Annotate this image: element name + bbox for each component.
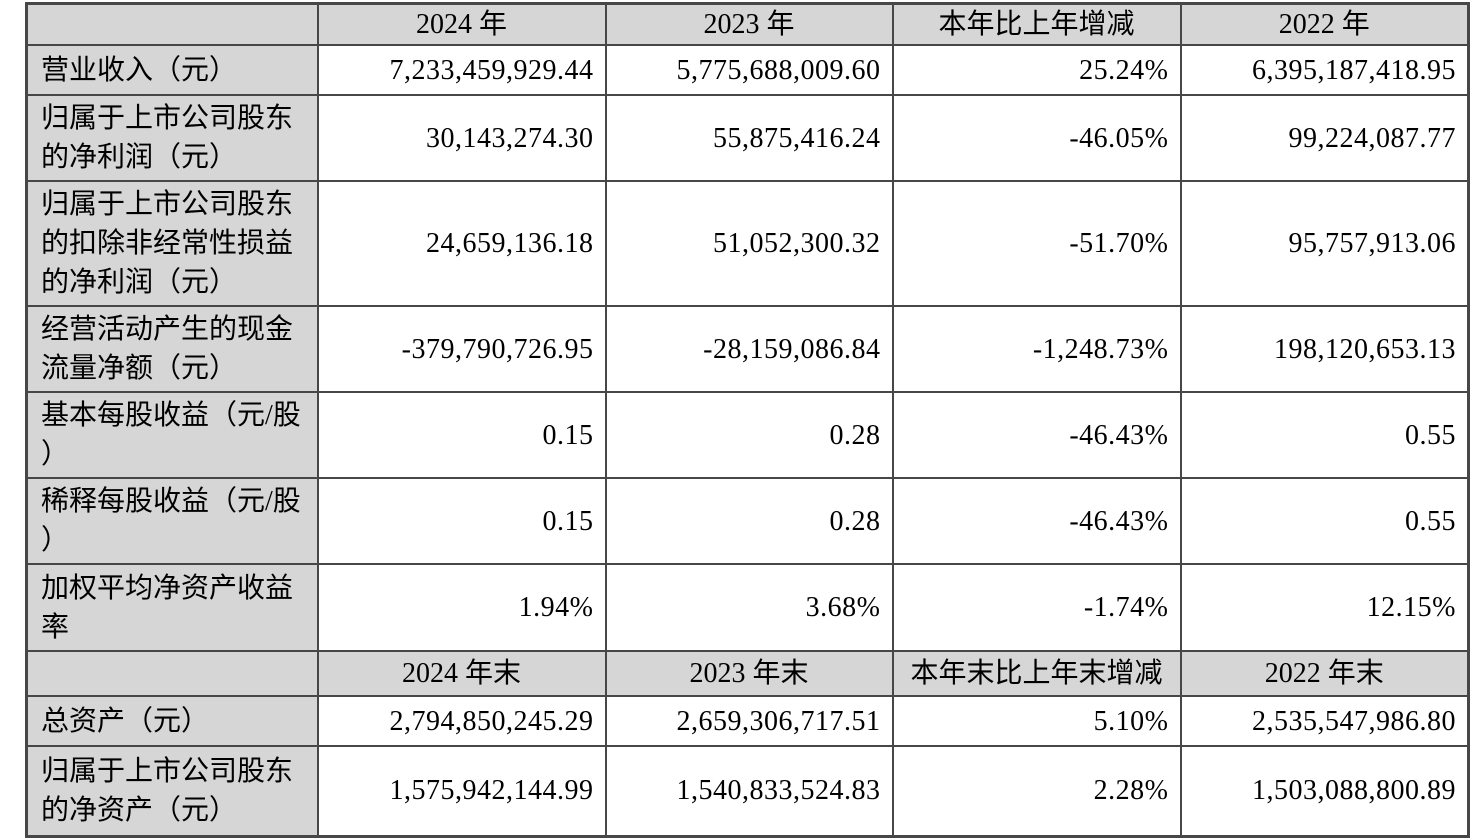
- value-cell-2024: 7,233,459,929.44: [316, 44, 607, 96]
- row-label-cell: 经营活动产生的现金流量净额（元）: [25, 305, 319, 393]
- year-2022-header: 2022 年: [1179, 2, 1470, 46]
- value-cell-2023: 1,540,833,524.83: [604, 745, 894, 837]
- value-cell-2022: 2,535,547,986.80: [1179, 695, 1470, 747]
- table-row-diluted-eps: 稀释每股收益（元/股） 0.15 0.28 -46.43% 0.55: [25, 477, 1470, 565]
- end-2024-header: 2024 年末: [316, 650, 607, 697]
- value-cell-2023: 5,775,688,009.60: [604, 44, 894, 96]
- value-cell-2022: 12.15%: [1179, 563, 1470, 652]
- row-label-cell: 归属于上市公司股东的净利润（元）: [25, 94, 319, 182]
- value-cell-2024: 1,575,942,144.99: [316, 745, 607, 837]
- value-cell-change: -1.74%: [891, 563, 1182, 652]
- value-cell-2022: 0.55: [1179, 391, 1470, 479]
- blank-header-cell: [25, 650, 319, 697]
- yoy-change-header: 本年比上年增减: [891, 2, 1182, 46]
- value-cell-2023: -28,159,086.84: [604, 305, 894, 393]
- value-cell-2023: 0.28: [604, 391, 894, 479]
- value-cell-2022: 0.55: [1179, 477, 1470, 565]
- end-yoy-change-header: 本年末比上年末增减: [891, 650, 1182, 697]
- table-row-operating-cash-flow: 经营活动产生的现金流量净额（元） -379,790,726.95 -28,159…: [25, 305, 1470, 393]
- value-cell-change: -46.05%: [891, 94, 1182, 182]
- row-label-cell: 归属于上市公司股东的扣除非经常性损益的净利润（元）: [25, 180, 319, 307]
- row-label-cell: 基本每股收益（元/股）: [25, 391, 319, 479]
- row-label-cell: 归属于上市公司股东的净资产（元）: [25, 745, 319, 837]
- value-cell-2024: 24,659,136.18: [316, 180, 607, 307]
- table-row-net-profit: 归属于上市公司股东的净利润（元） 30,143,274.30 55,875,41…: [25, 94, 1470, 182]
- row-label-cell: 营业收入（元）: [25, 44, 319, 96]
- value-cell-2022: 1,503,088,800.89: [1179, 745, 1470, 837]
- value-cell-2023: 3.68%: [604, 563, 894, 652]
- value-cell-2022: 95,757,913.06: [1179, 180, 1470, 307]
- value-cell-change: -1,248.73%: [891, 305, 1182, 393]
- annual-header-row: 2024 年 2023 年 本年比上年增减 2022 年: [25, 2, 1470, 46]
- table-row-net-assets: 归属于上市公司股东的净资产（元） 1,575,942,144.99 1,540,…: [25, 745, 1470, 837]
- financial-summary-table: 2024 年 2023 年 本年比上年增减 2022 年 营业收入（元） 7,2…: [25, 2, 1470, 838]
- row-label-cell: 稀释每股收益（元/股）: [25, 477, 319, 565]
- blank-header-cell: [25, 2, 319, 46]
- table-row-total-assets: 总资产（元） 2,794,850,245.29 2,659,306,717.51…: [25, 695, 1470, 747]
- end-2023-header: 2023 年末: [604, 650, 894, 697]
- financial-summary-table-container: 2024 年 2023 年 本年比上年增减 2022 年 营业收入（元） 7,2…: [25, 2, 1470, 838]
- row-label-cell: 总资产（元）: [25, 695, 319, 747]
- value-cell-2023: 2,659,306,717.51: [604, 695, 894, 747]
- year-2024-header: 2024 年: [316, 2, 607, 46]
- value-cell-2024: 2,794,850,245.29: [316, 695, 607, 747]
- value-cell-change: 5.10%: [891, 695, 1182, 747]
- value-cell-2022: 99,224,087.77: [1179, 94, 1470, 182]
- value-cell-2024: 30,143,274.30: [316, 94, 607, 182]
- period-end-header-row: 2024 年末 2023 年末 本年末比上年末增减 2022 年末: [25, 650, 1470, 697]
- value-cell-change: -51.70%: [891, 180, 1182, 307]
- value-cell-2022: 198,120,653.13: [1179, 305, 1470, 393]
- end-2022-header: 2022 年末: [1179, 650, 1470, 697]
- value-cell-2024: 0.15: [316, 477, 607, 565]
- value-cell-change: 2.28%: [891, 745, 1182, 837]
- table-row-operating-revenue: 营业收入（元） 7,233,459,929.44 5,775,688,009.6…: [25, 44, 1470, 96]
- table-row-net-profit-excl-nonrecurring: 归属于上市公司股东的扣除非经常性损益的净利润（元） 24,659,136.18 …: [25, 180, 1470, 307]
- table-row-basic-eps: 基本每股收益（元/股） 0.15 0.28 -46.43% 0.55: [25, 391, 1470, 479]
- value-cell-2023: 51,052,300.32: [604, 180, 894, 307]
- value-cell-2024: 1.94%: [316, 563, 607, 652]
- year-2023-header: 2023 年: [604, 2, 894, 46]
- value-cell-2023: 0.28: [604, 477, 894, 565]
- value-cell-2024: 0.15: [316, 391, 607, 479]
- value-cell-change: -46.43%: [891, 477, 1182, 565]
- value-cell-2022: 6,395,187,418.95: [1179, 44, 1470, 96]
- value-cell-2023: 55,875,416.24: [604, 94, 894, 182]
- table-row-weighted-avg-roe: 加权平均净资产收益率 1.94% 3.68% -1.74% 12.15%: [25, 563, 1470, 652]
- value-cell-change: 25.24%: [891, 44, 1182, 96]
- value-cell-2024: -379,790,726.95: [316, 305, 607, 393]
- row-label-cell: 加权平均净资产收益率: [25, 563, 319, 652]
- value-cell-change: -46.43%: [891, 391, 1182, 479]
